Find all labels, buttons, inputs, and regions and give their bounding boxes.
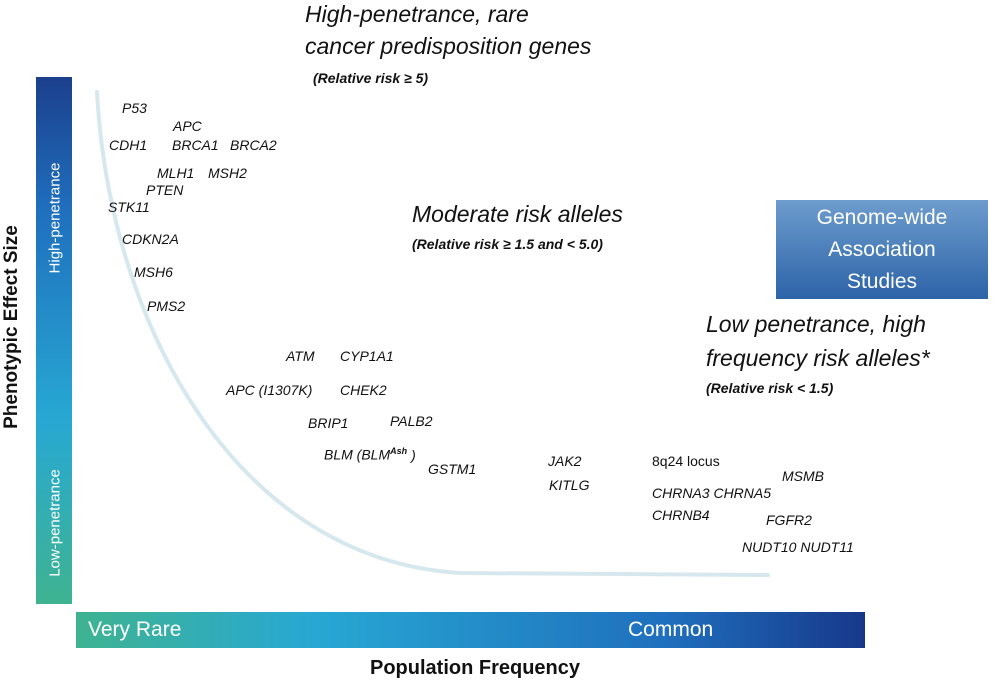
x-axis-left-label: Very Rare [88, 618, 182, 641]
gene-label: PALB2 [390, 413, 433, 429]
gene-label: MSMB [782, 468, 824, 484]
gene-label-blm: BLM (BLMAsh) [324, 446, 416, 463]
gwas-line1: Genome-wide [816, 205, 948, 229]
gene-label: APC [173, 118, 202, 134]
gene-label-blm-close: ) [411, 446, 416, 463]
gene-label: P53 [122, 100, 147, 116]
gene-label: MSH2 [208, 165, 247, 181]
moderate-risk-relative-risk: (Relative risk ≥ 1.5 and < 5.0) [412, 236, 603, 252]
gene-label: ATM [286, 348, 315, 364]
high-penetrance-relative-risk: (Relative risk ≥ 5) [313, 70, 429, 86]
gene-label: CHRNA3 CHRNA5 [652, 485, 772, 501]
high-penetrance-heading-line2: cancer predisposition genes [305, 33, 592, 59]
gene-label: GSTM1 [428, 461, 477, 477]
x-axis-gradient-bar: Very Rare Common [76, 612, 865, 648]
gene-label: CHRNB4 [652, 507, 710, 523]
gene-label: CDH1 [109, 137, 148, 153]
gwas-box: Genome-wide Association Studies [776, 200, 988, 299]
gene-label: BRIP1 [308, 415, 349, 431]
moderate-risk-heading: Moderate risk alleles [412, 201, 623, 227]
gene-label: BRCA2 [230, 137, 277, 153]
gene-label: STK11 [108, 199, 150, 215]
x-axis-title: Population Frequency [370, 657, 581, 679]
high-penetrance-heading-line1: High-penetrance, rare [305, 1, 529, 27]
gene-label: APC (I1307K) [226, 382, 313, 398]
gene-label: BRCA1 [172, 137, 219, 153]
gwas-line2: Association [828, 237, 936, 261]
gene-label-blm-superscript: Ash [390, 446, 408, 456]
gene-label: MSH6 [134, 264, 173, 280]
low-penetrance-relative-risk: (Relative risk < 1.5) [706, 380, 834, 396]
gene-label: KITLG [549, 477, 590, 493]
gene-label: JAK2 [548, 453, 582, 469]
y-axis-gradient-bar [36, 77, 72, 604]
gene-label: NUDT10 NUDT11 [742, 539, 854, 555]
gene-label-blm-text: BLM (BLM [324, 446, 391, 463]
risk-curve-line [95, 90, 770, 577]
gwas-line3: Studies [846, 269, 918, 293]
gene-label: PTEN [146, 182, 184, 198]
gene-label: FGFR2 [766, 512, 812, 528]
low-penetrance-heading-line2: frequency risk alleles* [706, 345, 930, 371]
gene-label: CHEK2 [340, 382, 387, 398]
x-axis-right-label: Common [628, 618, 714, 641]
gene-label: PMS2 [147, 298, 186, 314]
low-penetrance-heading-line1: Low penetrance, high [706, 311, 926, 337]
gene-label: CYP1A1 [340, 348, 394, 364]
gene-label: MLH1 [157, 165, 195, 181]
gene-label: CDKN2A [122, 231, 179, 247]
gene-label: 8q24 locus [652, 453, 720, 469]
